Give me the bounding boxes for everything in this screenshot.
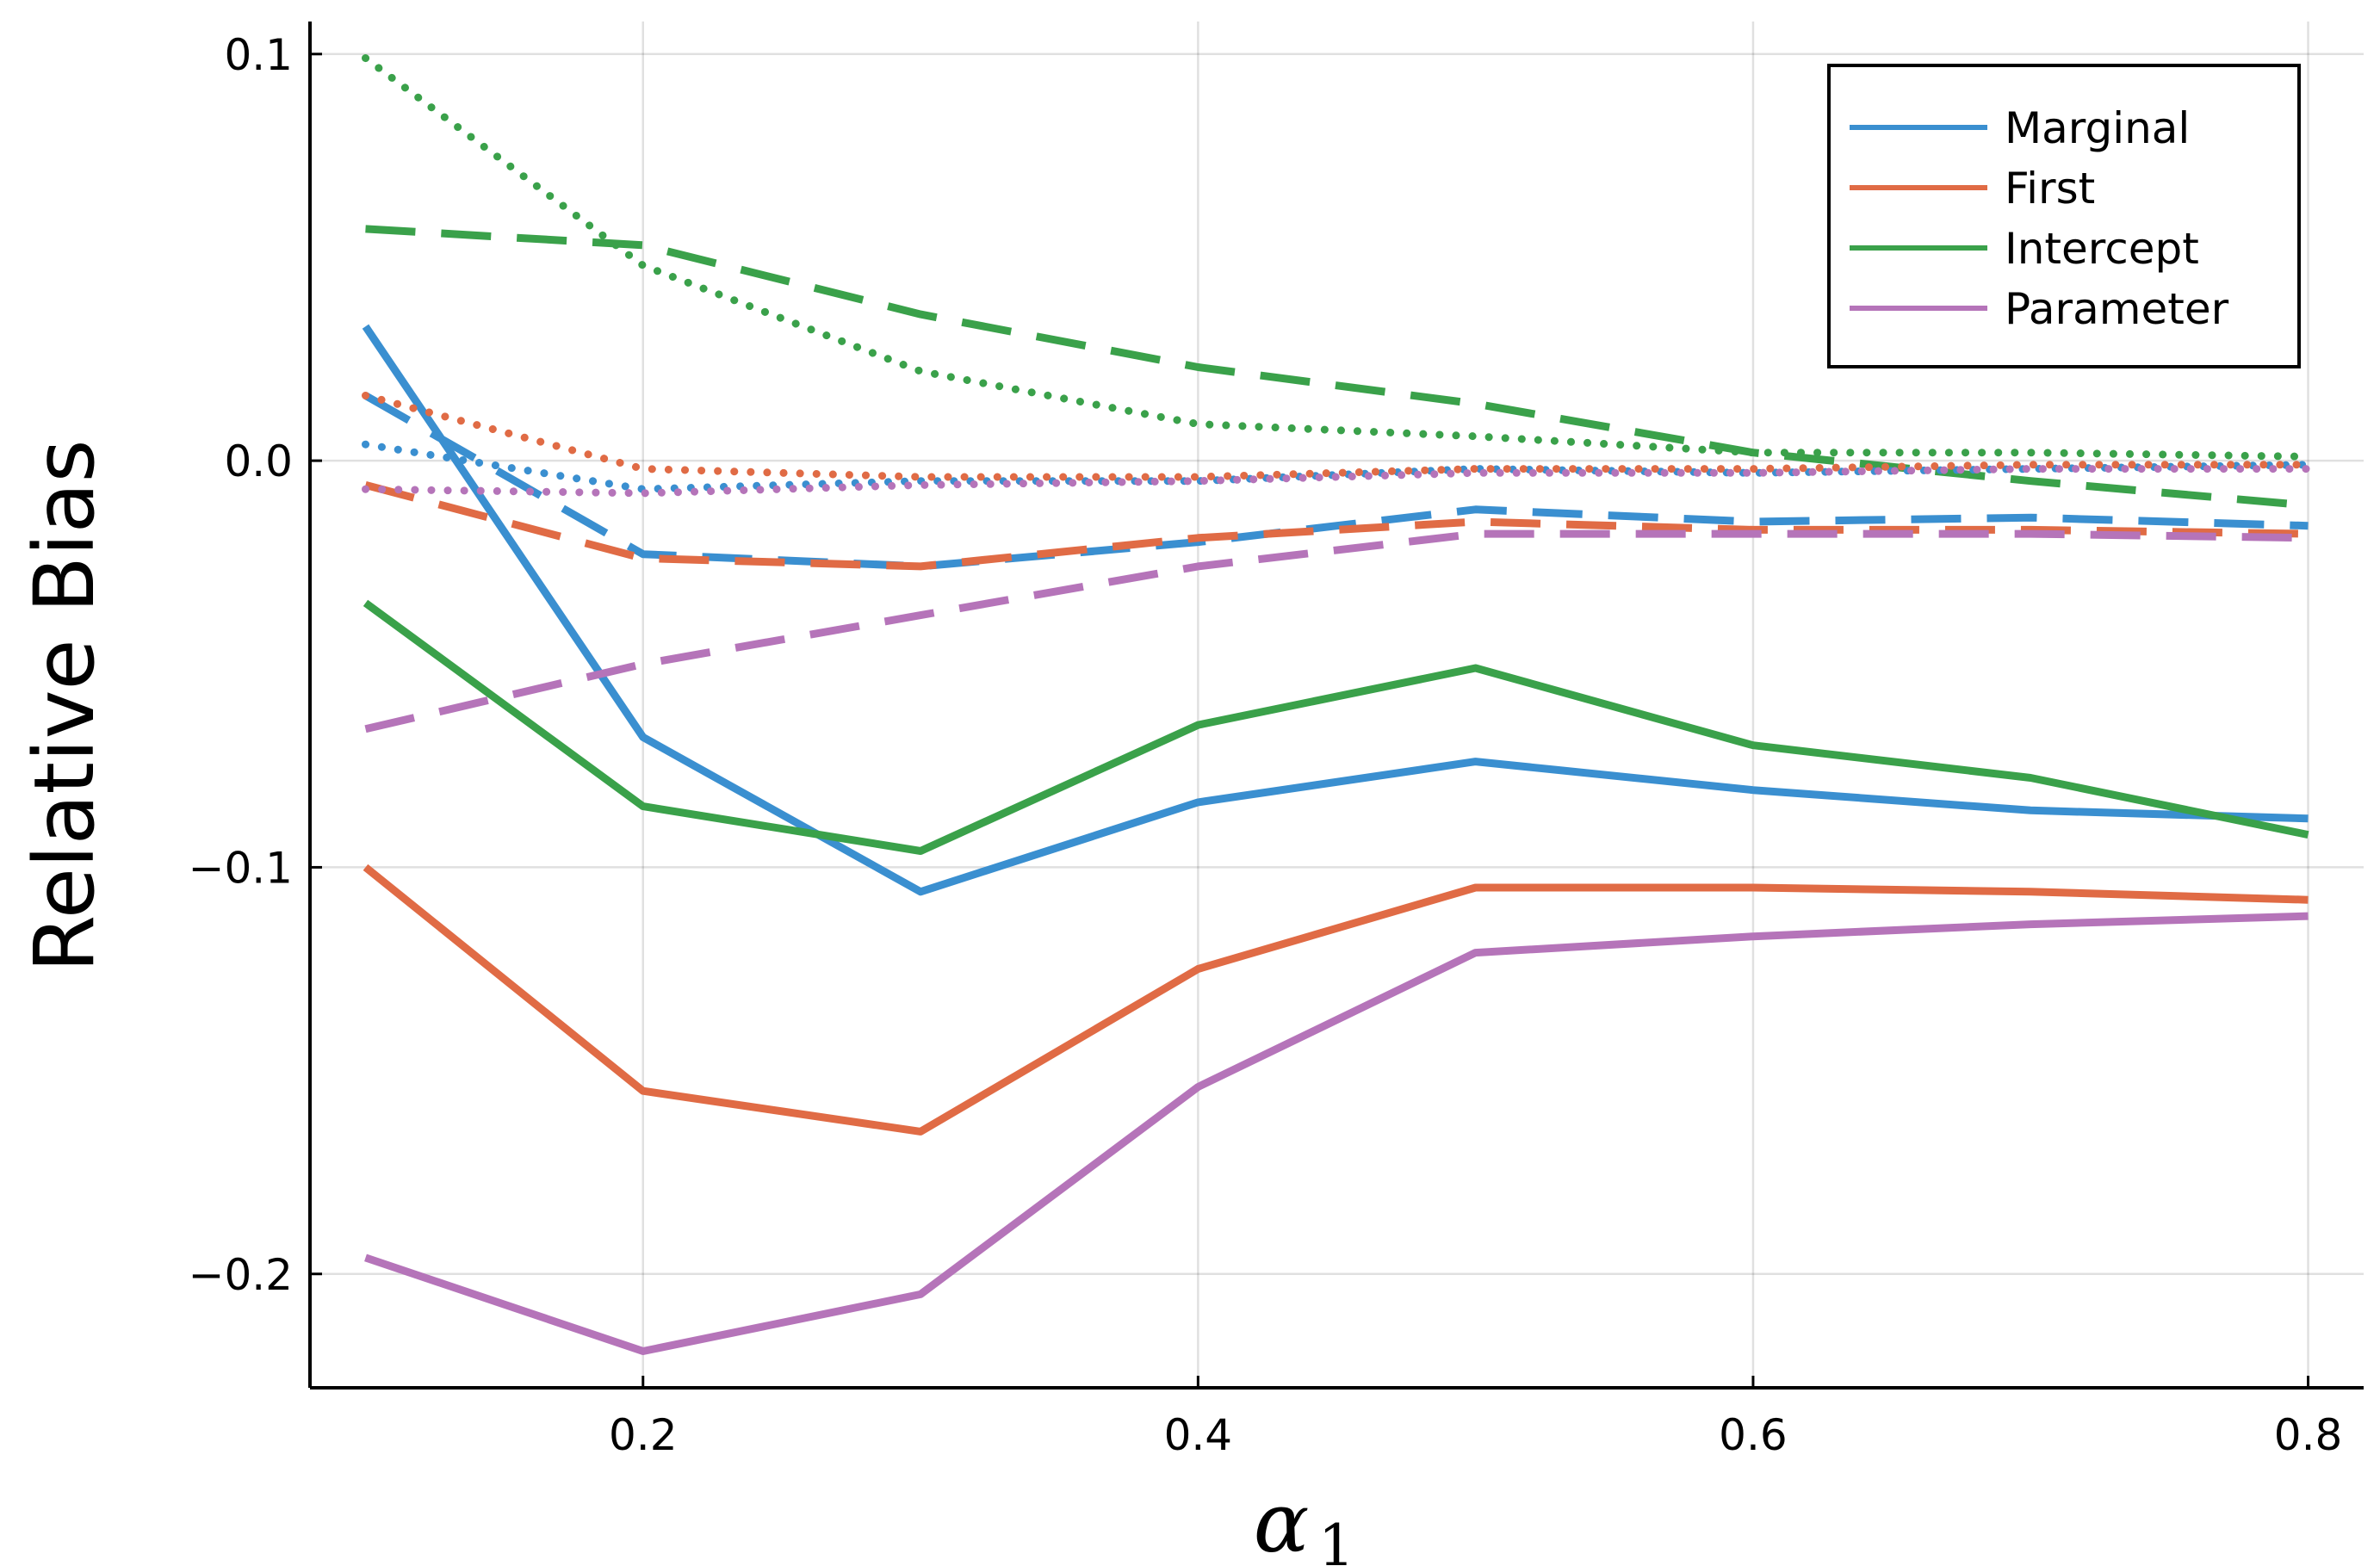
series-line-intercept-dotted [362,54,2312,461]
series-line-marginal-dotted [362,440,2312,493]
series-line-first-dotted [362,392,2312,481]
series-line-parameter-dashed [364,529,2309,733]
legend-label-marginal: Marginal [2005,103,2190,153]
legend-label-intercept: Intercept [2005,224,2199,274]
legend-label-first: First [2005,164,2095,214]
x-tick-label: 0.8 [2274,1410,2343,1460]
tick-labels: 0.2 0.4 0.6 0.8 0.1 0.0 −0.1 −0.2 [189,30,2343,1460]
y-tick-label: −0.1 [189,843,293,893]
axes [308,22,2364,1390]
y-tick-label: 0.0 [224,436,293,486]
legend: Marginal First Intercept Parameter [1827,64,2301,368]
series-line-first-solid [363,863,2309,1136]
y-tick-label: −0.2 [189,1250,293,1300]
x-axis-title: α 1 [1254,1475,1354,1566]
series-line-parameter-dotted [362,465,2312,498]
y-axis-title: Relative Bias [16,439,113,972]
legend-items: Marginal First Intercept Parameter [1850,103,2229,334]
x-tick-label: 0.4 [1164,1410,1233,1460]
x-axis-title-symbol: α [1254,1475,1310,1566]
series-lines [362,54,2312,1355]
y-tick-label: 0.1 [224,30,293,80]
series-line-first-dashed [364,481,2309,571]
legend-box [1827,64,2301,368]
legend-label-parameter: Parameter [2005,284,2229,334]
grid [310,22,2364,1388]
series-line-marginal-solid [362,324,2309,896]
series-line-parameter-solid [364,912,2309,1355]
x-tick-label: 0.6 [1719,1410,1788,1460]
series-line-marginal-dashed [363,392,2309,571]
series-line-intercept-dashed [365,225,2309,510]
x-axis-title-subscript: 1 [1318,1513,1354,1566]
series-line-intercept-solid [363,599,2309,855]
x-tick-label: 0.2 [609,1410,678,1460]
